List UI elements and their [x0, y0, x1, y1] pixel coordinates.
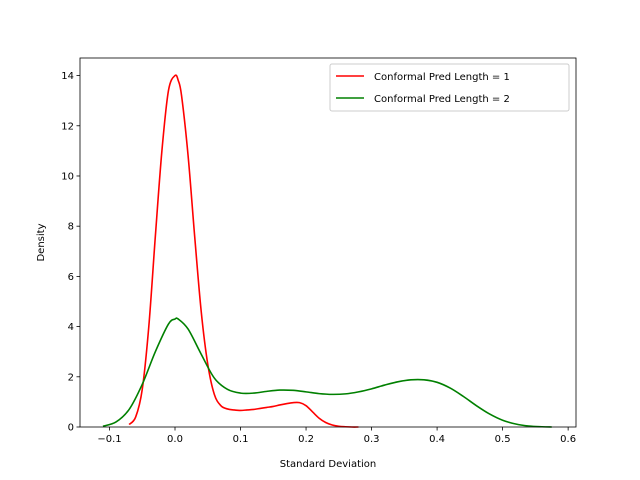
- series-line-2: [102, 317, 552, 428]
- y-tick-label: 0: [68, 423, 74, 434]
- series-line-1: [128, 74, 359, 428]
- y-tick-label: 8: [68, 222, 74, 233]
- axes-frame: [79, 57, 577, 428]
- x-tick-label: 0.0: [167, 434, 183, 445]
- legend: Conformal Pred Length = 1 Conformal Pred…: [329, 63, 570, 112]
- y-tick-label: 10: [61, 171, 74, 182]
- y-tick-label: 6: [68, 272, 74, 283]
- x-tick-label: 0.1: [233, 434, 249, 445]
- y-tick-label: 14: [61, 71, 74, 82]
- x-axis-ticks: −0.1 0.0 0.1 0.2 0.3 0.4 0.5 0.6: [97, 427, 576, 445]
- y-tick-label: 2: [68, 372, 74, 383]
- legend-label-series-2: Conformal Pred Length = 2: [374, 94, 510, 105]
- y-tick-label: 4: [68, 322, 74, 333]
- legend-label-series-1: Conformal Pred Length = 1: [374, 72, 510, 83]
- x-tick-label: 0.6: [560, 434, 576, 445]
- legend-box: [329, 63, 570, 112]
- x-tick-label: 0.5: [495, 434, 511, 445]
- x-tick-label: 0.2: [298, 434, 314, 445]
- plot-area: [102, 74, 552, 428]
- y-axis-ticks: 0 2 4 6 8 10 12 14: [61, 71, 80, 434]
- y-tick-label: 12: [61, 121, 74, 132]
- x-tick-label: 0.4: [429, 434, 445, 445]
- y-axis-label: Density: [36, 223, 47, 261]
- x-tick-label: 0.3: [364, 434, 380, 445]
- x-tick-label: −0.1: [97, 434, 121, 445]
- x-axis-label: Standard Deviation: [280, 459, 377, 470]
